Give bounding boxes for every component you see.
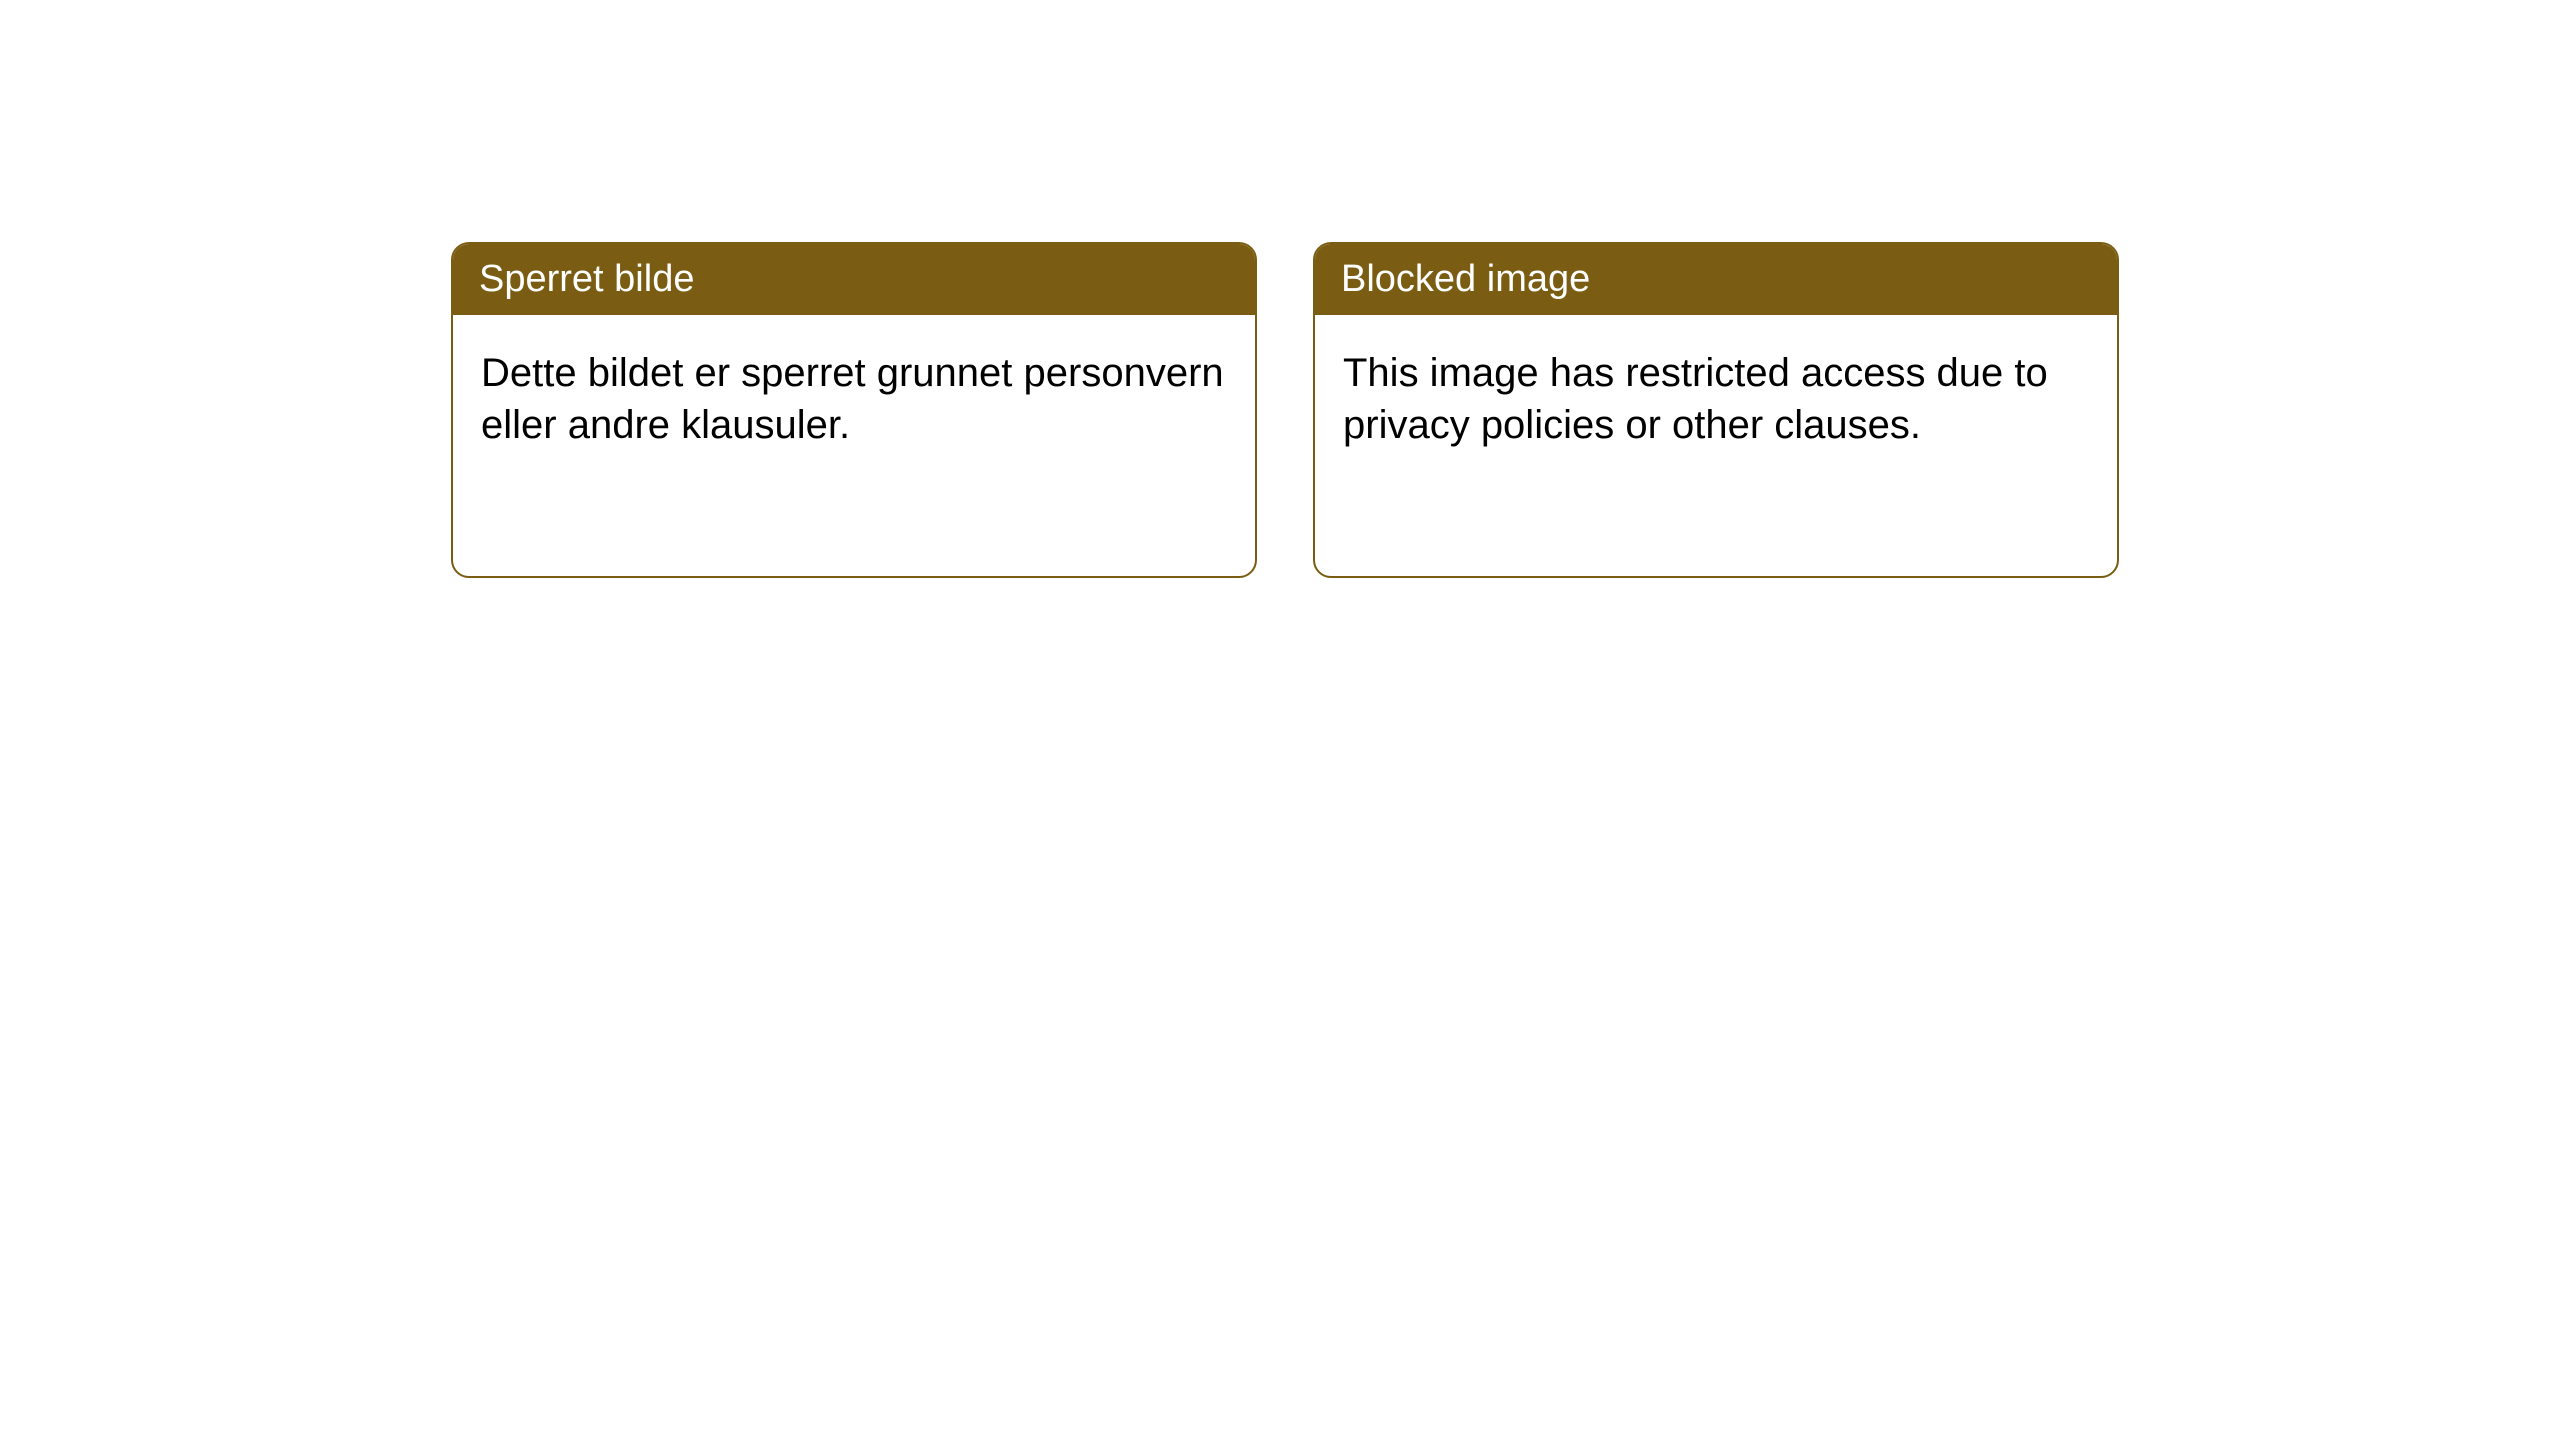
panel-body-en: This image has restricted access due to … bbox=[1315, 315, 2117, 483]
panel-body-no: Dette bildet er sperret grunnet personve… bbox=[453, 315, 1255, 483]
blocked-image-panel-en: Blocked image This image has restricted … bbox=[1313, 242, 2119, 578]
blocked-image-panel-no: Sperret bilde Dette bildet er sperret gr… bbox=[451, 242, 1257, 578]
panel-header-no: Sperret bilde bbox=[453, 244, 1255, 315]
panel-header-en: Blocked image bbox=[1315, 244, 2117, 315]
notice-container: Sperret bilde Dette bildet er sperret gr… bbox=[451, 242, 2119, 578]
